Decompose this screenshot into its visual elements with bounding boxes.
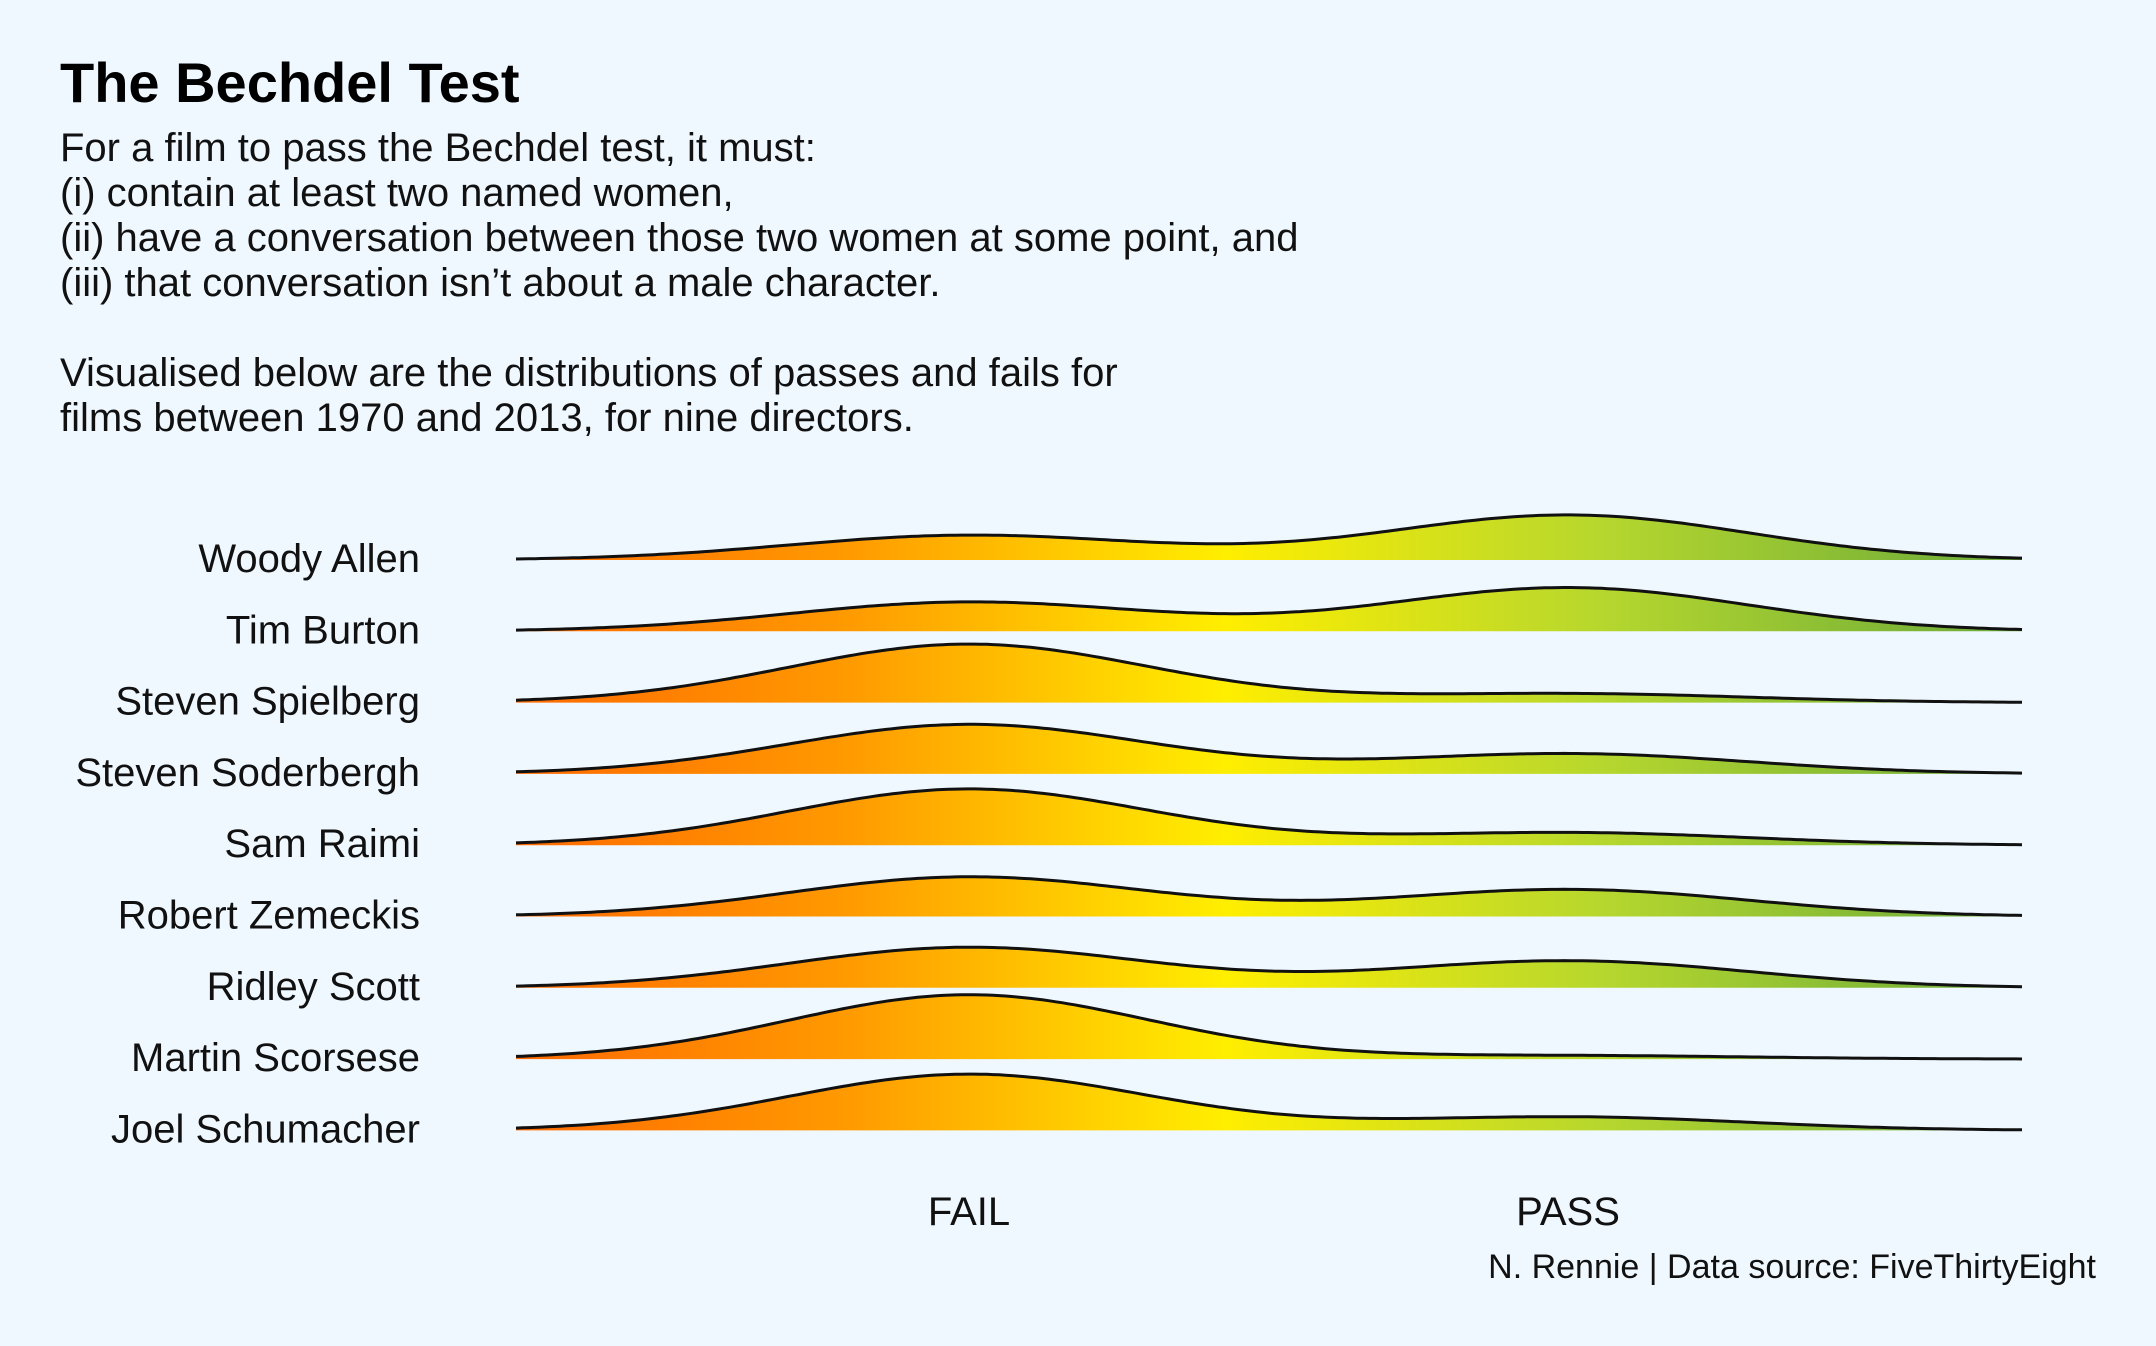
ridge-ridley-scott [515,945,2023,989]
ridge-fill [516,994,2022,1060]
ridge-martin-scorsese [515,993,2023,1061]
ridge-outline [515,586,2023,632]
y-tick-label: Joel Schumacher [111,1107,420,1151]
subtitle-line: (iii) that conversation isn’t about a ma… [60,261,941,305]
ridge-fill [516,1074,2022,1131]
ridge-woody-allen [515,513,2023,561]
ridge-joel-schumacher [515,1072,2022,1132]
subtitle-line: films between 1970 and 2013, for nine di… [60,396,914,440]
ridge-outline [515,513,2023,561]
ridge-steven-spielberg [515,642,2022,704]
ridges-group [515,513,2023,1132]
ridge-steven-soderbergh [515,722,2023,775]
ridge-fill [516,724,2022,774]
x-tick-label: PASS [1516,1190,1620,1234]
ridge-outline [515,722,2023,775]
ridge-outline [515,1072,2022,1132]
ridge-outline [515,993,2023,1061]
ridge-outline [515,642,2022,704]
y-axis-labels: Woody Allen Tim Burton Steven Spielberg Ste… [75,537,420,1151]
subtitle-line: For a film to pass the Bechdel test, it … [60,126,816,170]
x-tick-label: FAIL [928,1190,1010,1234]
ridge-outline [515,875,2023,917]
y-tick-label: Steven Soderbergh [75,751,420,795]
subtitle-line: (ii) have a conversation between those t… [60,216,1299,260]
ridge-outline [515,945,2023,989]
chart-subtitle: For a film to pass the Bechdel test, it … [60,126,1560,441]
ridge-sam-raimi [515,787,2023,847]
chart-title: The Bechdel Test [60,51,520,114]
y-tick-label: Robert Zemeckis [118,894,420,938]
ridge-fill [516,947,2022,988]
y-tick-label: Ridley Scott [207,965,420,1009]
y-tick-label: Martin Scorsese [131,1036,420,1080]
subtitle-line: Visualised below are the distributions o… [60,351,1118,395]
y-tick-label: Steven Spielberg [115,680,420,724]
chart-caption: N. Rennie | Data source: FiveThirtyEight [1488,1248,2096,1286]
y-tick-label: Woody Allen [198,537,420,581]
y-tick-label: Sam Raimi [224,822,420,866]
y-tick-label: Tim Burton [226,608,420,652]
ridge-fill [516,788,2022,846]
ridge-fill [516,876,2022,917]
ridge-fill [516,644,2022,703]
ridge-outline [515,787,2023,847]
ridge-fill [516,587,2022,632]
ridge-robert-zemeckis [515,875,2023,917]
x-axis-labels: FAIL PASS [928,1190,1620,1234]
subtitle-line: (i) contain at least two named women, [60,171,734,215]
ridge-fill [516,514,2022,560]
ridge-tim-burton [515,586,2023,632]
